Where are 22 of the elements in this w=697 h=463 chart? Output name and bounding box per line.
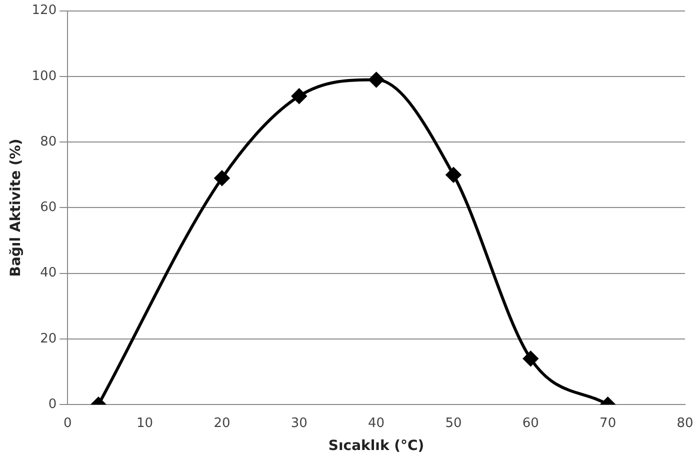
point (446, 167, 461, 182)
y-tick-label: 120 (32, 3, 57, 18)
x-tick-label: 30 (290, 416, 308, 431)
x-tick-label: 0 (63, 416, 72, 431)
y-tick-label: 60 (40, 200, 57, 216)
y-tick-label: 20 (40, 331, 57, 346)
y-tick-label: 100 (32, 68, 57, 84)
y-tick-label: 0 (48, 396, 57, 412)
point (368, 72, 384, 88)
x-tick-label: 80 (676, 416, 694, 431)
x-tick-label: 40 (368, 416, 385, 431)
x-tick-label: 50 (445, 416, 462, 431)
x-tick-label: 70 (600, 416, 616, 431)
x-tick-label: 20 (214, 416, 230, 431)
x-tick-label: 10 (136, 416, 154, 431)
y-tick-label: 40 (40, 266, 57, 281)
x-tick-label: 60 (522, 416, 539, 431)
y-axis-title: Bağıl Aktivite (%) (8, 138, 24, 277)
point (292, 88, 307, 104)
point (214, 170, 230, 186)
y-tick-label: 80 (40, 134, 57, 150)
x-axis-title: Sıcaklık (°C) (328, 438, 424, 454)
